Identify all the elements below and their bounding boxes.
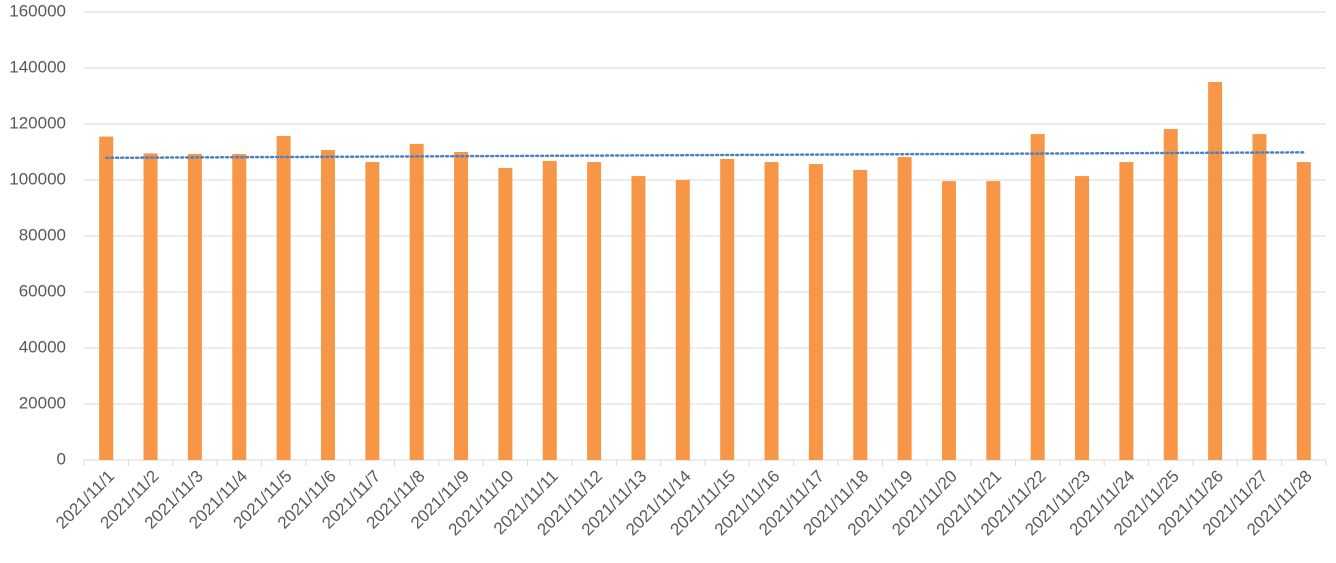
bar (853, 169, 868, 461)
bar (1163, 129, 1178, 461)
bar (99, 136, 114, 460)
bar (320, 150, 335, 461)
bar (454, 152, 469, 460)
bar (1208, 82, 1223, 460)
bar (764, 162, 779, 460)
bar (1252, 134, 1267, 460)
bar (631, 176, 646, 460)
y-tick-label: 80000 (19, 225, 66, 244)
bar (587, 162, 602, 460)
bar (720, 159, 735, 460)
y-tick-label: 120000 (9, 113, 66, 132)
bar (1296, 162, 1311, 460)
y-tick-label: 100000 (9, 169, 66, 188)
bar (276, 136, 291, 461)
bar (1075, 176, 1090, 460)
bar (232, 153, 247, 460)
bar (365, 162, 380, 460)
bar (986, 181, 1001, 460)
bar (1030, 134, 1045, 460)
bar (941, 181, 956, 460)
y-tick-label: 160000 (9, 1, 66, 20)
y-tick-label: 0 (57, 449, 66, 468)
y-tick-label: 60000 (19, 281, 66, 300)
bar (409, 143, 424, 460)
bar (808, 164, 823, 461)
bar (1119, 162, 1134, 460)
y-tick-label: 40000 (19, 337, 66, 356)
y-tick-label: 140000 (9, 57, 66, 76)
trendline (104, 151, 1306, 160)
y-tick-label: 20000 (19, 393, 66, 412)
bar (187, 153, 202, 460)
bar (542, 160, 557, 460)
bar (675, 180, 690, 460)
bar (143, 153, 158, 460)
bar (897, 157, 912, 461)
bar (498, 167, 513, 460)
